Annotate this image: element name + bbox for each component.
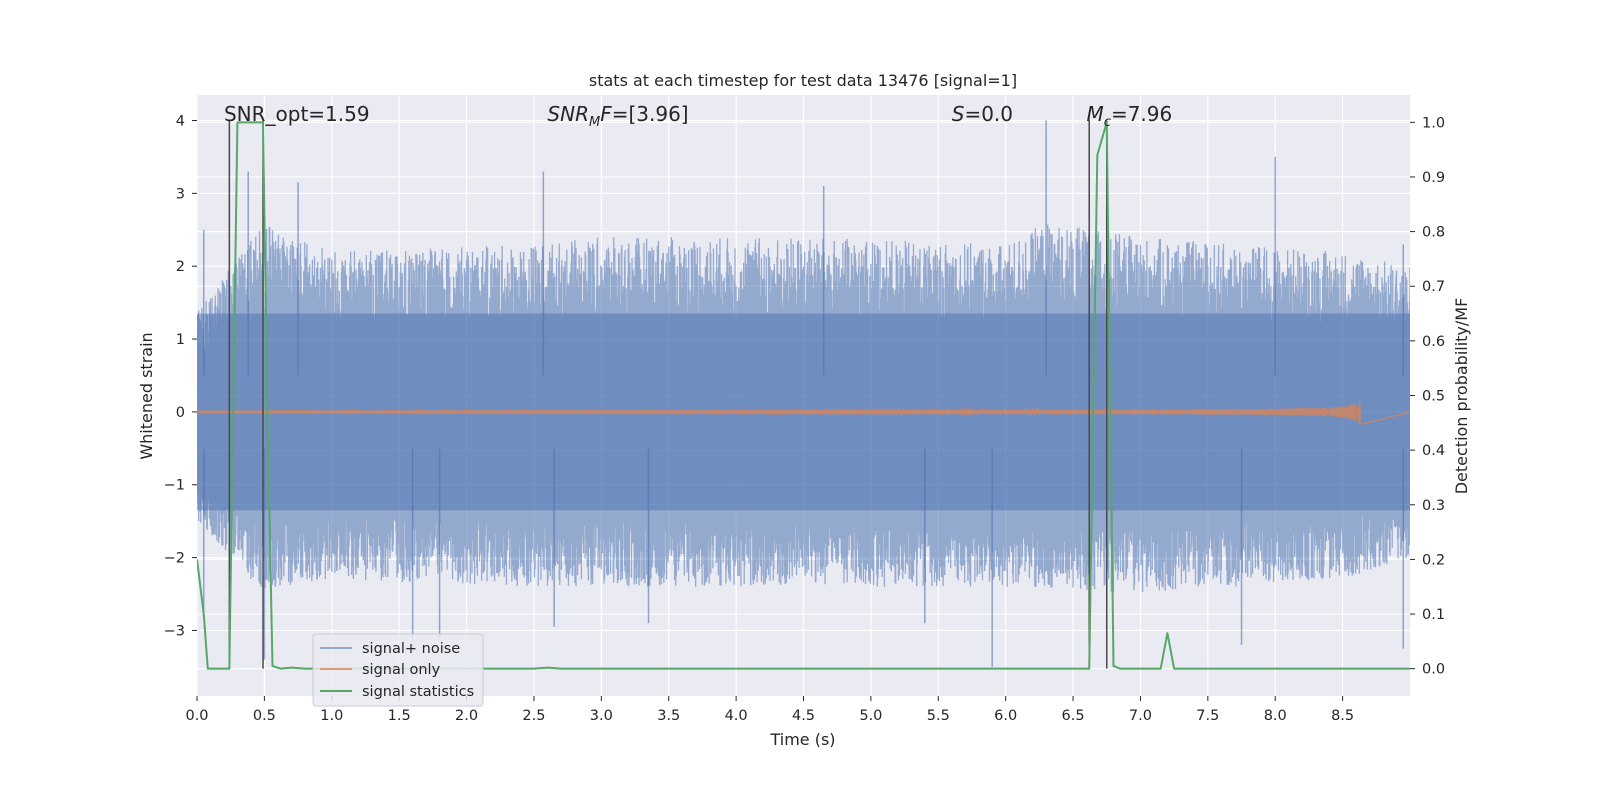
x-tick-label: 7.5 <box>1196 708 1219 724</box>
x-tick-label: 1.5 <box>388 708 411 724</box>
annotation-snr-opt: SNR_opt=1.59 <box>224 102 370 126</box>
y-tick-label-right: 0.6 <box>1422 334 1445 350</box>
y-tick-label-right: 0.1 <box>1422 607 1445 623</box>
y-tick-label-left: −2 <box>164 551 185 567</box>
x-tick-label: 2.0 <box>455 708 478 724</box>
y-tick-label-right: 0.3 <box>1422 498 1445 514</box>
legend-label-signal-statistics: signal statistics <box>362 684 474 700</box>
y-tick-label-left: 0 <box>176 405 185 421</box>
left-axis-ticks: −3 −2 −1 0 1 2 3 4 <box>164 113 197 639</box>
x-tick-label: 3.0 <box>590 708 613 724</box>
x-tick-label: 0.5 <box>253 708 276 724</box>
x-axis-label: Time (s) <box>769 730 835 749</box>
x-tick-label: 6.0 <box>994 708 1017 724</box>
y-tick-label-right: 0.7 <box>1422 279 1445 295</box>
series-signal-only <box>197 401 1410 425</box>
y-tick-label-left: 4 <box>176 113 185 129</box>
y-tick-label-left: 2 <box>176 259 185 275</box>
annotation-s-value: S=0.0 <box>952 102 1013 126</box>
x-tick-label: 4.0 <box>725 708 748 724</box>
x-tick-label: 8.5 <box>1331 708 1354 724</box>
y-tick-label-right: 0.9 <box>1422 170 1445 186</box>
legend: signal+ noise signal only signal statist… <box>312 633 484 707</box>
y-tick-label-left: 3 <box>176 186 185 202</box>
legend-label-signal-noise: signal+ noise <box>362 641 460 657</box>
y-tick-label-right: 1.0 <box>1422 115 1445 131</box>
x-tick-label: 6.5 <box>1062 708 1085 724</box>
annotation-chirp-mass: Mc=7.96 <box>1087 102 1173 130</box>
y-tick-label-left: −1 <box>164 478 185 494</box>
x-tick-label: 8.0 <box>1264 708 1287 724</box>
y-tick-label-right: 0.2 <box>1422 552 1445 568</box>
y-axis-label-right: Detection probability/MF <box>1452 298 1471 495</box>
x-tick-label: 4.5 <box>792 708 815 724</box>
y-tick-label-right: 0.8 <box>1422 225 1445 241</box>
x-tick-label: 3.5 <box>657 708 680 724</box>
annotation-snr-mf: SNRMF=[3.96] <box>547 102 688 130</box>
x-tick-label: 1.0 <box>320 708 343 724</box>
y-axis-label-left: Whitened strain <box>137 332 156 459</box>
annotations: SNR_opt=1.59 SNRMF=[3.96] S=0.0 Mc=7.96 <box>224 102 1172 130</box>
x-tick-label: 2.5 <box>522 708 545 724</box>
y-tick-label-right: 0.5 <box>1422 389 1445 405</box>
y-tick-label-left: −3 <box>164 623 185 639</box>
y-tick-label-left: 1 <box>176 332 185 348</box>
legend-box <box>312 633 484 707</box>
right-axis-ticks: 0.0 0.1 0.2 0.3 0.4 0.5 0.6 0.7 0.8 0.9 1.0 <box>1410 115 1445 678</box>
x-tick-label: 5.5 <box>927 708 950 724</box>
x-tick-label: 0.0 <box>185 708 208 724</box>
x-tick-label: 5.0 <box>859 708 882 724</box>
legend-label-signal-only: signal only <box>362 662 441 678</box>
y-tick-label-right: 0.0 <box>1422 662 1445 678</box>
x-tick-label: 7.0 <box>1129 708 1152 724</box>
chart-title: stats at each timestep for test data 134… <box>589 71 1017 90</box>
y-tick-label-right: 0.4 <box>1422 443 1445 459</box>
x-axis-ticks: 0.0 0.5 1.0 1.5 2.0 2.5 3.0 3.5 4.0 4.5 5.0 5.5 6.0 6… <box>185 696 1354 724</box>
